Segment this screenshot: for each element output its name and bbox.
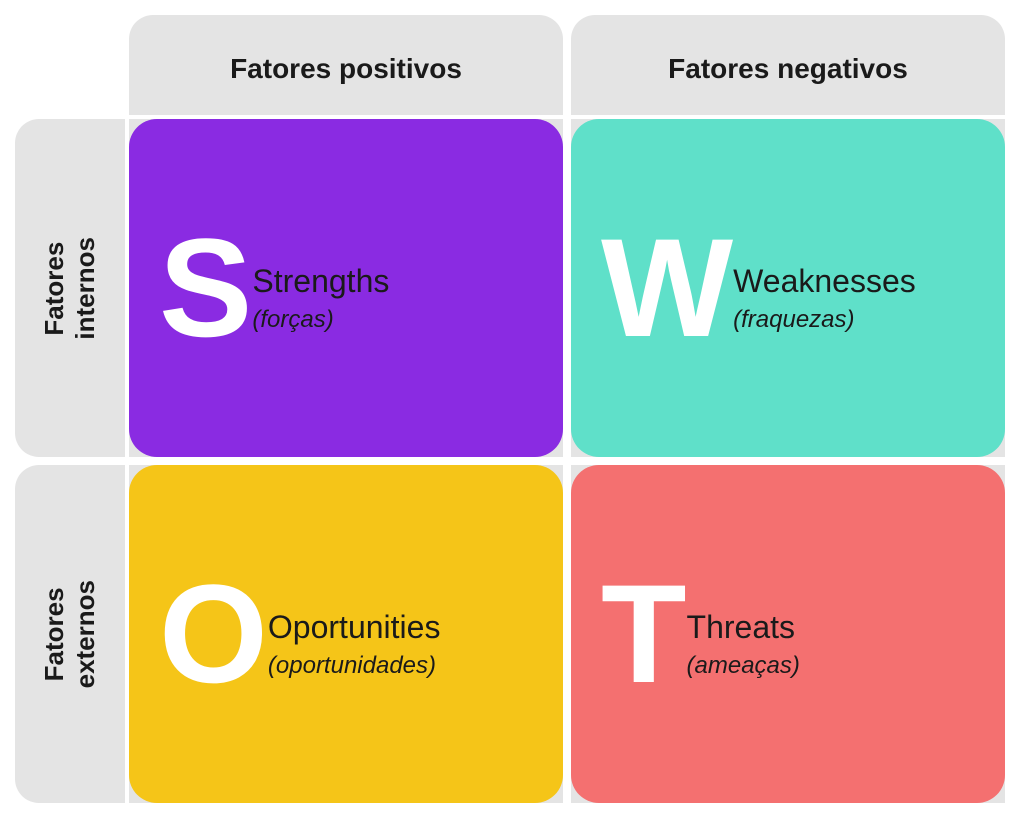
corner-empty bbox=[15, 15, 125, 115]
row-header-label: Fatores internos bbox=[39, 237, 101, 340]
swot-letter-t: T bbox=[601, 564, 683, 704]
column-header-label: Fatores negativos bbox=[668, 53, 908, 85]
swot-letter-o: O bbox=[159, 564, 264, 704]
quadrant-weaknesses: W Weaknesses (fraquezas) bbox=[571, 119, 1005, 457]
column-header-label: Fatores positivos bbox=[230, 53, 462, 85]
quadrant-threats: T Threats (ameaças) bbox=[571, 465, 1005, 803]
quadrant-subtitle: (fraquezas) bbox=[733, 306, 916, 334]
quadrant-strengths: S Strengths (forças) bbox=[129, 119, 563, 457]
swot-matrix: Fatores positivos Fatores negativos Fato… bbox=[15, 15, 1009, 807]
swot-letter-s: S bbox=[159, 218, 248, 358]
row-header-internal: Fatores internos bbox=[15, 119, 125, 457]
quadrant-title: Strengths bbox=[252, 262, 389, 300]
quadrant-subtitle: (oportunidades) bbox=[268, 652, 441, 680]
row-header-label: Fatores externos bbox=[39, 580, 101, 688]
column-header-negative: Fatores negativos bbox=[571, 15, 1005, 115]
quadrant-title: Threats bbox=[687, 608, 800, 646]
row-header-external: Fatores externos bbox=[15, 465, 125, 803]
column-header-positive: Fatores positivos bbox=[129, 15, 563, 115]
quadrant-title: Weaknesses bbox=[733, 262, 916, 300]
quadrant-subtitle: (ameaças) bbox=[687, 652, 800, 680]
quadrant-opportunities: O Oportunities (oportunidades) bbox=[129, 465, 563, 803]
quadrant-subtitle: (forças) bbox=[252, 306, 389, 334]
quadrant-title: Oportunities bbox=[268, 608, 441, 646]
swot-letter-w: W bbox=[601, 218, 729, 358]
